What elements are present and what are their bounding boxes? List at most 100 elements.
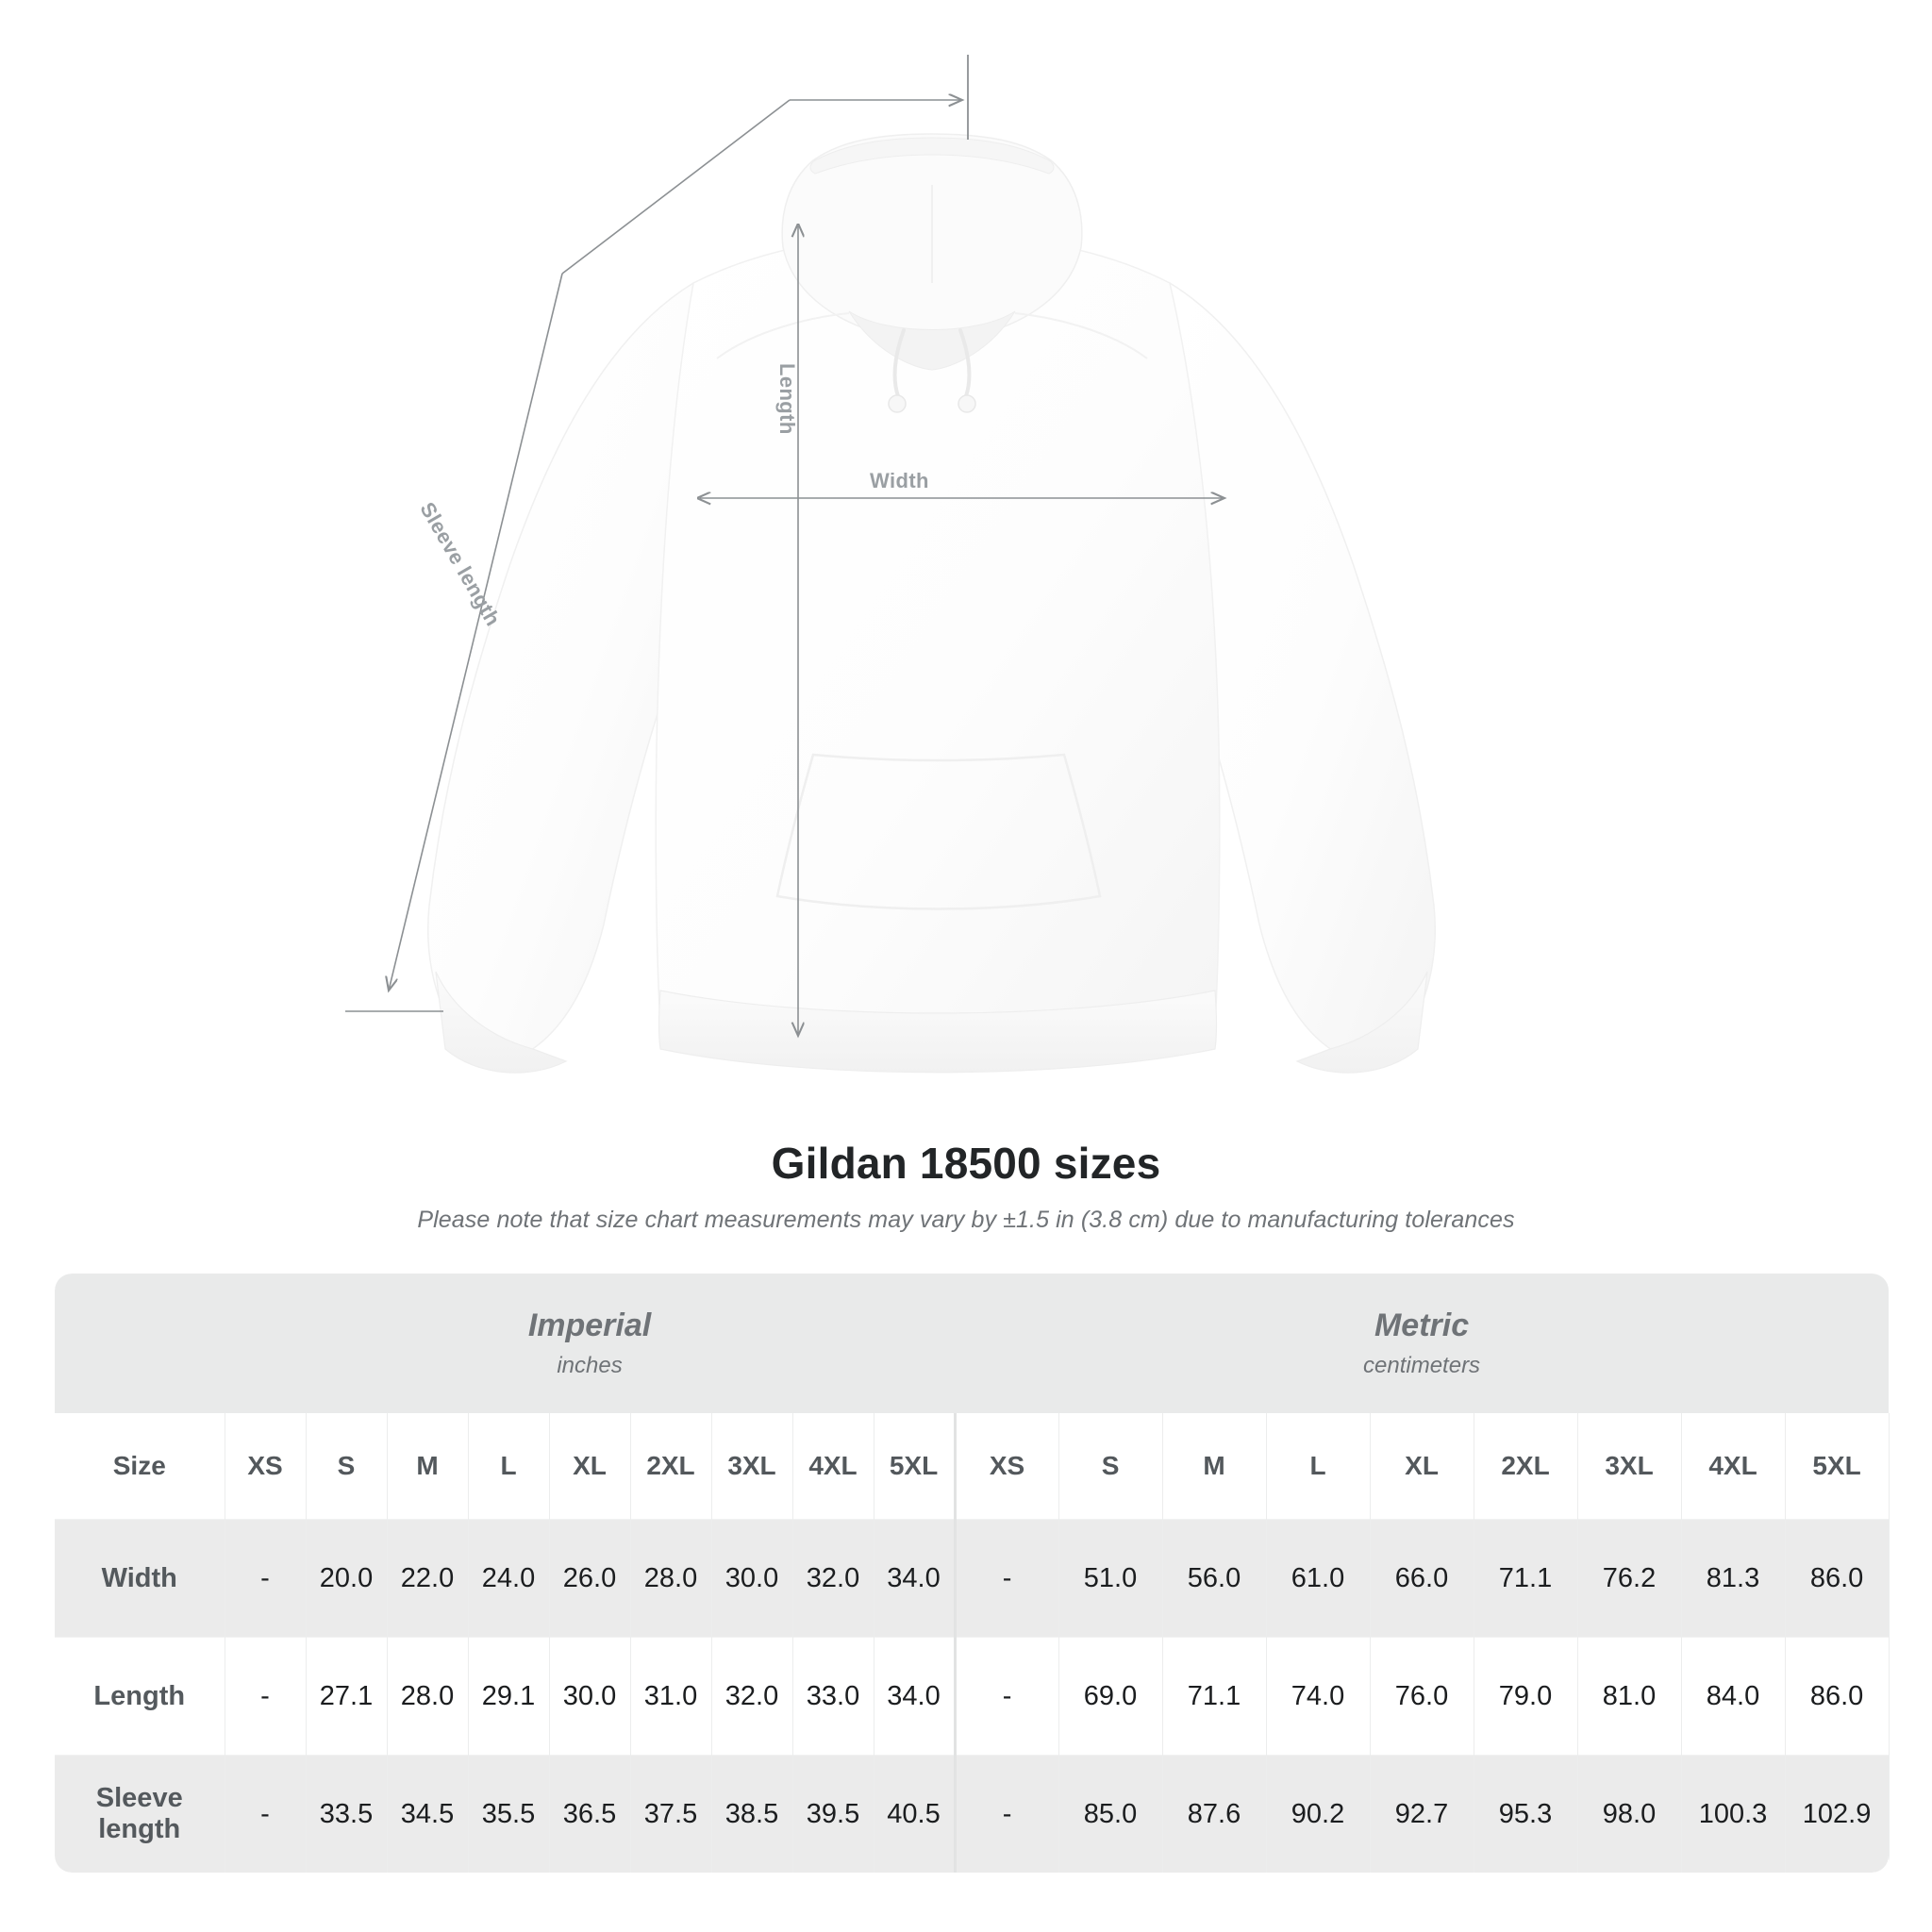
size-imperial-s: S [306, 1413, 388, 1520]
sleeve-imperial-4xl: 39.5 [792, 1755, 874, 1873]
metric-section-header: Metric centimeters [955, 1274, 1890, 1413]
tolerance-note: Please note that size chart measurements… [417, 1206, 1515, 1233]
width-imperial-xs: - [225, 1519, 307, 1638]
sleeve-metric-l: 90.2 [1266, 1755, 1371, 1873]
sleeve-imperial-2xl: 37.5 [630, 1755, 712, 1873]
size-imperial-xl: XL [549, 1413, 631, 1520]
size-header-row: Size XS S M L XL 2XL 3XL 4XL 5XL XS S M … [55, 1413, 1890, 1520]
length-metric-4xl: 84.0 [1681, 1637, 1786, 1756]
size-imperial-m: M [387, 1413, 469, 1520]
length-imperial-l: 29.1 [468, 1637, 550, 1756]
table-row-length: Length - 27.1 28.0 29.1 30.0 31.0 32.0 3… [55, 1637, 1890, 1756]
width-imperial-l: 24.0 [468, 1519, 550, 1638]
width-imperial-s: 20.0 [306, 1519, 388, 1638]
length-imperial-5xl: 34.0 [874, 1637, 956, 1756]
length-metric-3xl: 81.0 [1577, 1637, 1682, 1756]
sleeve-imperial-3xl: 38.5 [711, 1755, 793, 1873]
length-imperial-m: 28.0 [387, 1637, 469, 1756]
width-metric-3xl: 76.2 [1577, 1519, 1682, 1638]
imperial-label: Imperial [527, 1307, 652, 1344]
length-metric-m: 71.1 [1162, 1637, 1267, 1756]
width-metric-5xl: 86.0 [1785, 1519, 1890, 1638]
size-metric-xs: XS [953, 1413, 1059, 1520]
length-metric-s: 69.0 [1058, 1637, 1163, 1756]
length-imperial-s: 27.1 [306, 1637, 388, 1756]
sleeve-imperial-l: 35.5 [468, 1755, 550, 1873]
sleeve-metric-s: 85.0 [1058, 1755, 1163, 1873]
imperial-section-header: Imperial inches [225, 1274, 956, 1413]
size-imperial-2xl: 2XL [630, 1413, 712, 1520]
length-metric-2xl: 79.0 [1474, 1637, 1578, 1756]
width-imperial-4xl: 32.0 [792, 1519, 874, 1638]
sleeve-metric-xs: - [953, 1755, 1059, 1873]
size-imperial-4xl: 4XL [792, 1413, 874, 1520]
size-imperial-5xl: 5XL [874, 1413, 956, 1520]
unit-header-row: Imperial inches Metric centimeters [55, 1274, 1890, 1413]
length-metric-5xl: 86.0 [1785, 1637, 1890, 1756]
sleeve-imperial-5xl: 40.5 [874, 1755, 956, 1873]
size-metric-l: L [1266, 1413, 1371, 1520]
width-metric-4xl: 81.3 [1681, 1519, 1786, 1638]
unit-row-spacer [55, 1274, 225, 1413]
width-metric-s: 51.0 [1058, 1519, 1163, 1638]
size-metric-2xl: 2XL [1474, 1413, 1578, 1520]
length-imperial-3xl: 32.0 [711, 1637, 793, 1756]
size-table-container: Imperial inches Metric centimeters Size … [55, 1274, 1890, 1873]
length-metric-l: 74.0 [1266, 1637, 1371, 1756]
size-imperial-l: L [468, 1413, 550, 1520]
size-imperial-3xl: 3XL [711, 1413, 793, 1520]
sleeve-imperial-s: 33.5 [306, 1755, 388, 1873]
width-imperial-5xl: 34.0 [874, 1519, 956, 1638]
width-dimension-label: Width [870, 469, 929, 492]
page-title: Gildan 18500 sizes [771, 1139, 1161, 1188]
width-imperial-2xl: 28.0 [630, 1519, 712, 1638]
metric-label: Metric [1374, 1307, 1470, 1344]
width-metric-xs: - [953, 1519, 1059, 1638]
sleeve-imperial-xl: 36.5 [549, 1755, 631, 1873]
length-dimension-label: Length [775, 363, 799, 435]
metric-unit: centimeters [1363, 1352, 1481, 1378]
size-metric-5xl: 5XL [1785, 1413, 1890, 1520]
table-row-sleeve-length: Sleeve length - 33.5 34.5 35.5 36.5 37.5… [55, 1755, 1890, 1873]
sleeve-imperial-xs: - [225, 1755, 307, 1873]
row-label-sleeve-length: Sleeve length [55, 1755, 225, 1873]
length-imperial-xl: 30.0 [549, 1637, 631, 1756]
size-metric-m: M [1162, 1413, 1267, 1520]
length-imperial-4xl: 33.0 [792, 1637, 874, 1756]
hoodie-artwork [426, 133, 1437, 1074]
sleeve-length-guide [345, 273, 563, 1012]
imperial-unit: inches [557, 1352, 623, 1378]
hoodie-diagram-svg [345, 55, 1437, 1074]
length-imperial-2xl: 31.0 [630, 1637, 712, 1756]
size-metric-xl: XL [1370, 1413, 1474, 1520]
shoulder-leader-line [561, 55, 969, 275]
row-label-length: Length [55, 1637, 225, 1756]
length-metric-xl: 76.0 [1370, 1637, 1474, 1756]
width-imperial-xl: 26.0 [549, 1519, 631, 1638]
sleeve-metric-3xl: 98.0 [1577, 1755, 1682, 1873]
size-metric-3xl: 3XL [1577, 1413, 1682, 1520]
width-metric-xl: 66.0 [1370, 1519, 1474, 1638]
size-metric-4xl: 4XL [1681, 1413, 1786, 1520]
size-header-label: Size [55, 1413, 225, 1520]
chart-heading: Gildan 18500 sizes Please note that size… [0, 1140, 1932, 1234]
table-row-width: Width - 20.0 22.0 24.0 26.0 28.0 30.0 32… [55, 1519, 1890, 1638]
size-table: Imperial inches Metric centimeters Size … [55, 1274, 1890, 1873]
length-metric-xs: - [953, 1637, 1059, 1756]
width-metric-l: 61.0 [1266, 1519, 1371, 1638]
sleeve-metric-m: 87.6 [1162, 1755, 1267, 1873]
sleeve-metric-2xl: 95.3 [1474, 1755, 1578, 1873]
hoodie-illustration: Length Width Sleeve length [345, 55, 1437, 1074]
sleeve-imperial-m: 34.5 [387, 1755, 469, 1873]
width-metric-m: 56.0 [1162, 1519, 1267, 1638]
sleeve-metric-4xl: 100.3 [1681, 1755, 1786, 1873]
row-label-width: Width [55, 1519, 225, 1638]
width-imperial-3xl: 30.0 [711, 1519, 793, 1638]
size-metric-s: S [1058, 1413, 1163, 1520]
sleeve-metric-5xl: 102.9 [1785, 1755, 1890, 1873]
sleeve-metric-xl: 92.7 [1370, 1755, 1474, 1873]
width-imperial-m: 22.0 [387, 1519, 469, 1638]
width-metric-2xl: 71.1 [1474, 1519, 1578, 1638]
length-imperial-xs: - [225, 1637, 307, 1756]
